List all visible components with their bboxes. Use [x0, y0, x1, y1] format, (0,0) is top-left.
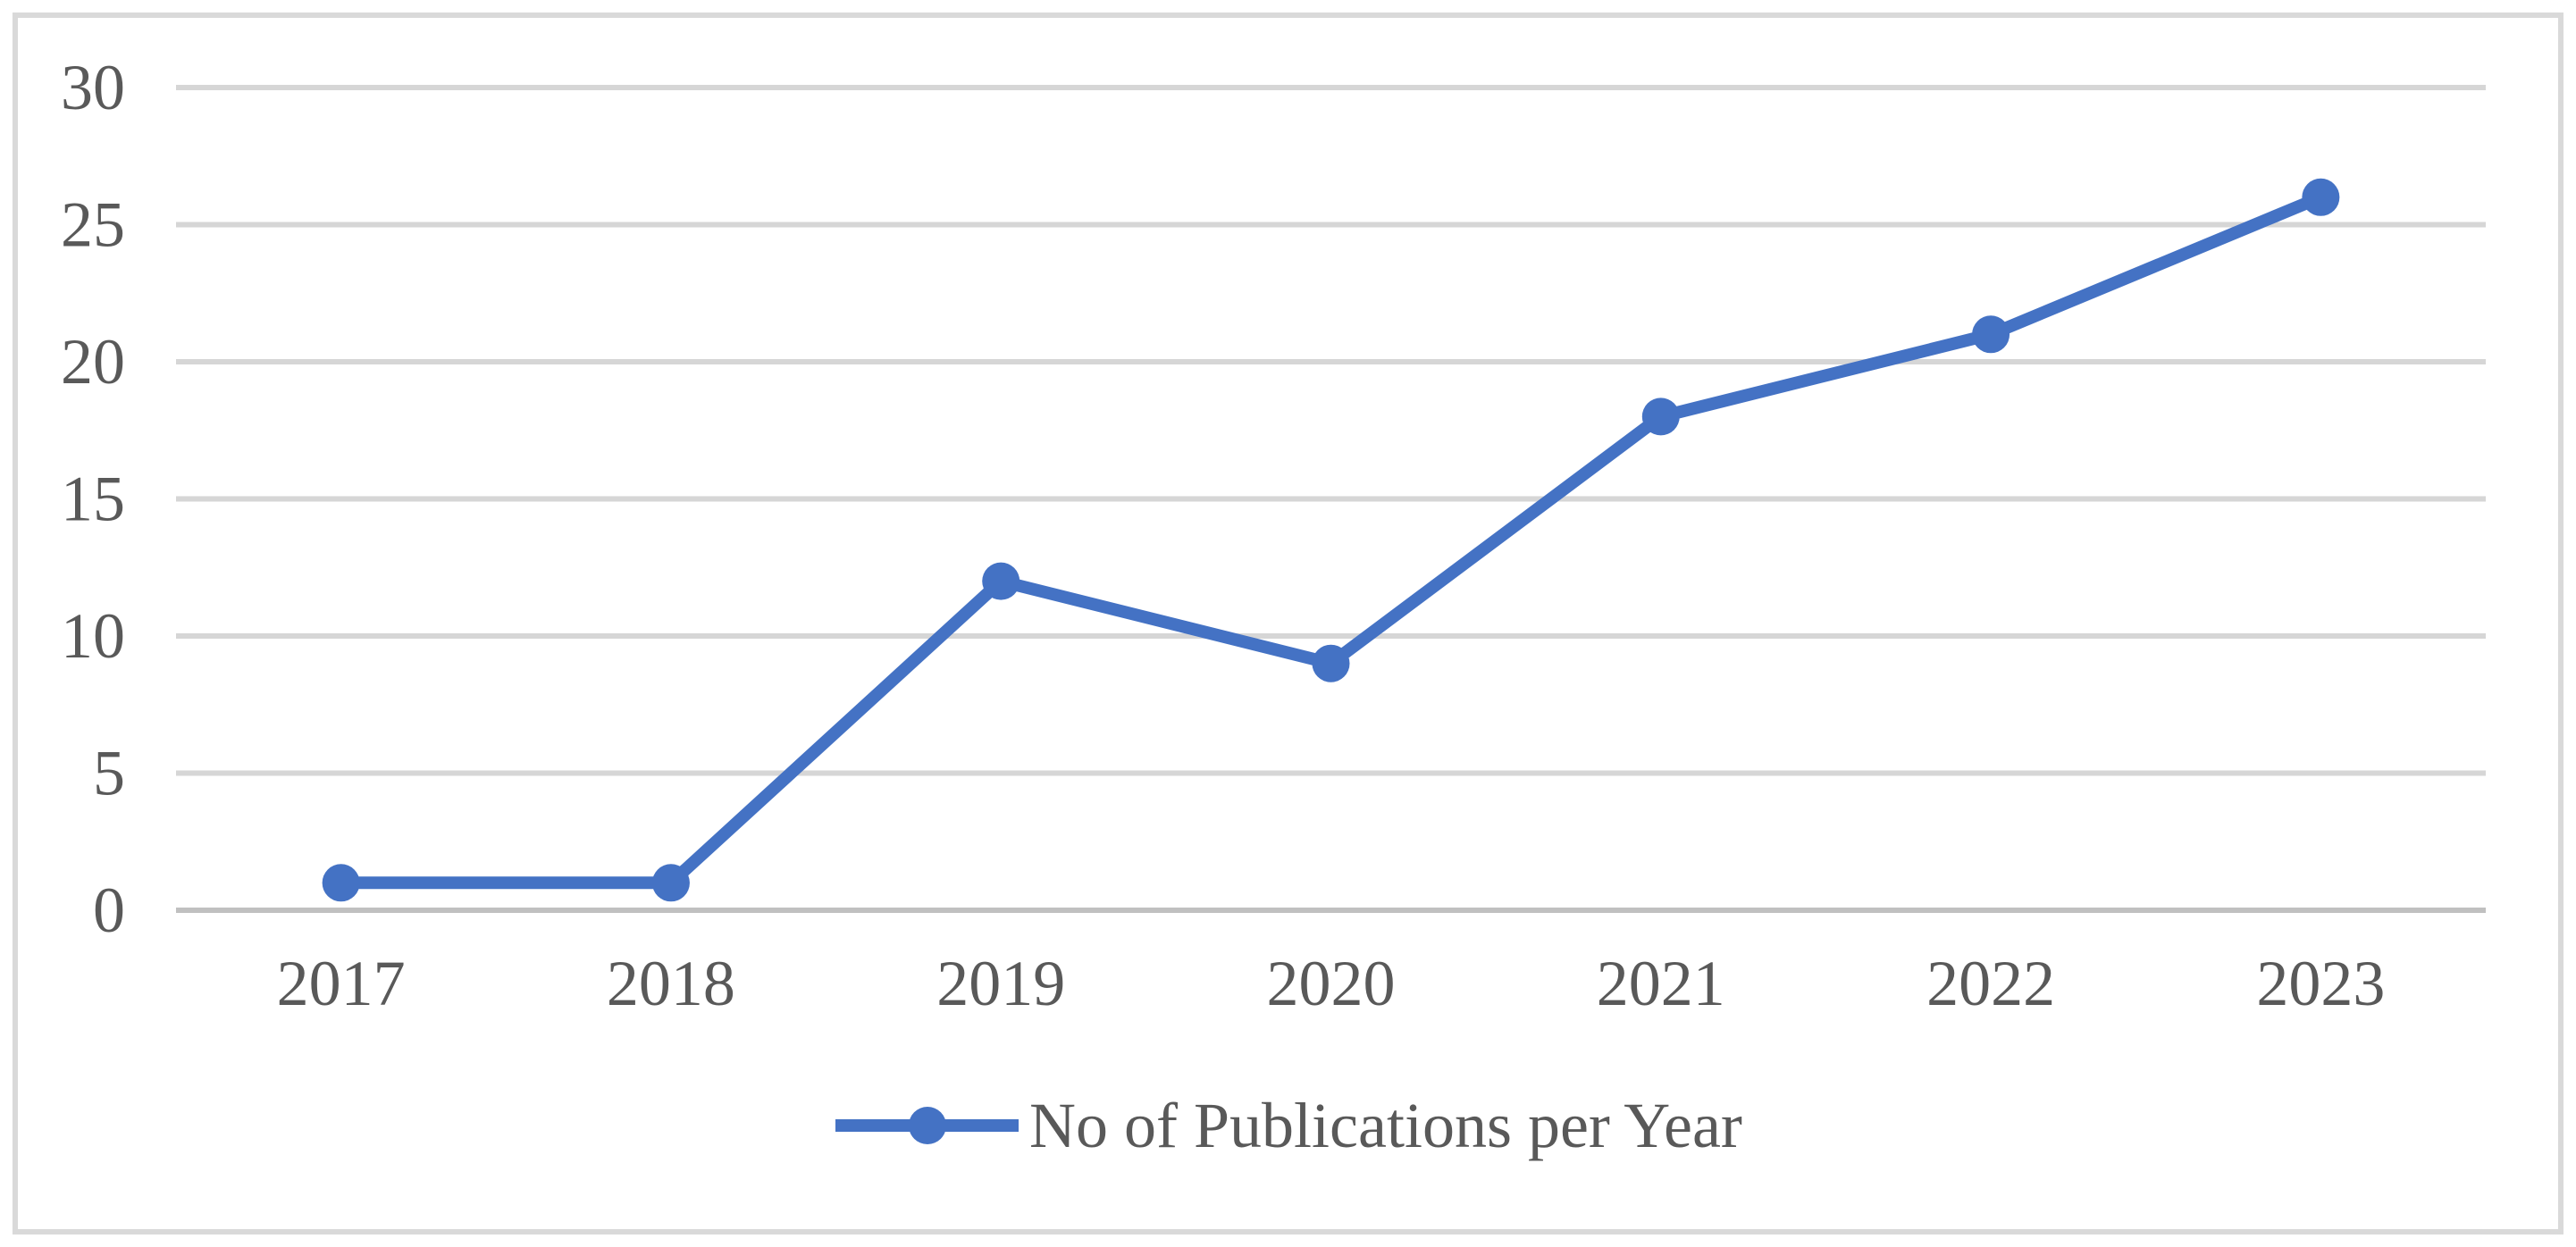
data-point-2022 [1972, 315, 2010, 354]
y-tick-label-0: 0 [93, 875, 125, 946]
x-tick-label-2020: 2020 [1267, 948, 1396, 1019]
legend: No of Publications per Year [835, 1090, 1742, 1161]
y-tick-label-15: 15 [61, 464, 125, 535]
x-tick-label-2022: 2022 [1926, 948, 2055, 1019]
x-tick-label-2019: 2019 [936, 948, 1065, 1019]
y-tick-label-5: 5 [93, 738, 125, 809]
x-tick-label-2021: 2021 [1597, 948, 1725, 1019]
y-tick-label-10: 10 [61, 600, 125, 672]
legend-circle-marker-icon [909, 1107, 946, 1144]
y-tick-label-30: 30 [61, 52, 125, 123]
chart-frame-border [13, 13, 2563, 1234]
data-point-2020 [1312, 644, 1350, 682]
gridlines-group [176, 85, 2486, 913]
data-point-2018 [651, 864, 690, 902]
data-point-2023 [2302, 178, 2340, 216]
y-axis-tick-labels: 0 5 10 15 20 25 30 [61, 52, 125, 946]
legend-label: No of Publications per Year [1029, 1090, 1742, 1161]
x-axis-tick-labels: 2017 2018 2019 2020 2021 2022 2023 [277, 948, 2386, 1019]
data-point-2019 [982, 562, 1020, 600]
y-tick-label-25: 25 [61, 189, 125, 261]
x-tick-label-2018: 2018 [607, 948, 735, 1019]
y-tick-label-20: 20 [61, 326, 125, 398]
data-point-2017 [322, 864, 360, 902]
data-point-2021 [1641, 398, 1680, 436]
x-tick-label-2023: 2023 [2256, 948, 2385, 1019]
series-group [322, 178, 2340, 902]
x-tick-label-2017: 2017 [277, 948, 406, 1019]
